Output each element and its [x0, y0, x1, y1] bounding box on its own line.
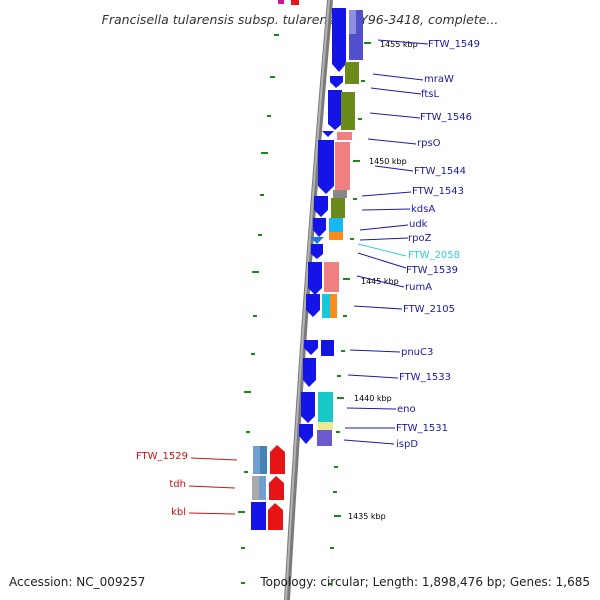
function-box[interactable]: [251, 502, 266, 530]
map-title: Francisella tularensis subsp. tularensis…: [102, 12, 499, 27]
function-box[interactable]: [345, 62, 359, 84]
gene-label[interactable]: FTW_1533: [399, 372, 451, 383]
function-box[interactable]: [259, 476, 266, 500]
gene-arrow[interactable]: [330, 76, 343, 82]
gene-label[interactable]: FTW_1531: [396, 423, 448, 434]
top-partial-feature[interactable]: [278, 0, 284, 4]
function-box[interactable]: [335, 142, 350, 190]
gene-arrow[interactable]: [304, 340, 318, 348]
kbp-marker: 1435 kbp: [348, 512, 386, 521]
gene-arrow-head[interactable]: [310, 237, 324, 244]
gene-arrow-head[interactable]: [269, 476, 284, 483]
gene-arrow-head[interactable]: [306, 310, 320, 317]
function-box[interactable]: [318, 392, 333, 422]
gene-label[interactable]: rpoZ: [408, 233, 432, 244]
gene-label[interactable]: pnuC3: [401, 347, 433, 358]
highlight-label-leader: [357, 243, 407, 257]
gene-arrow[interactable]: [303, 358, 316, 380]
gene-arrow-head[interactable]: [308, 288, 322, 295]
gene-arrow[interactable]: [301, 392, 315, 416]
gene-arrow[interactable]: [308, 262, 322, 288]
gene-arrow-head[interactable]: [318, 186, 334, 194]
gene-arrow-head[interactable]: [303, 380, 316, 387]
gene-arrow-head[interactable]: [314, 210, 328, 217]
gene-label[interactable]: eno: [397, 404, 416, 415]
gene-label[interactable]: ispD: [396, 439, 418, 450]
function-box[interactable]: [330, 294, 337, 318]
function-box[interactable]: [329, 218, 343, 232]
function-box[interactable]: [322, 294, 330, 318]
gene-label[interactable]: FTW_1543: [412, 186, 464, 197]
function-box[interactable]: [349, 10, 356, 34]
gene-arrow[interactable]: [306, 294, 320, 310]
gene-arrow-head[interactable]: [301, 416, 315, 423]
reverse-gene-labels: FTW_1529 tdh kbl: [136, 451, 188, 518]
function-box[interactable]: [318, 422, 333, 430]
kbp-marker: 1455 kbp: [380, 40, 418, 49]
function-box[interactable]: [317, 430, 332, 446]
gene-arrow[interactable]: [314, 196, 328, 210]
gene-arrow[interactable]: [321, 340, 334, 356]
gene-arrow[interactable]: [313, 218, 326, 230]
gene-arrow-head[interactable]: [328, 124, 342, 130]
gene-label[interactable]: FTW_1546: [420, 112, 472, 123]
kbp-marker: 1440 kbp: [354, 394, 392, 403]
forward-gene-track: [299, 8, 346, 444]
forward-label-leaders: [343, 39, 429, 445]
gene-arrow-head[interactable]: [313, 230, 326, 237]
tick-ring-right: [328, 42, 371, 585]
gene-arrow-head[interactable]: [330, 82, 343, 88]
gene-label[interactable]: mraW: [424, 74, 454, 85]
reverse-gene-track: [251, 445, 285, 530]
gene-label[interactable]: FTW_1539: [406, 265, 458, 276]
gene-arrow[interactable]: [270, 452, 285, 474]
gene-arrow[interactable]: [299, 424, 313, 436]
gene-arrow-head[interactable]: [270, 445, 285, 452]
gene-label[interactable]: kdsA: [411, 204, 435, 215]
gene-arrow-head[interactable]: [268, 503, 283, 510]
gene-arrow[interactable]: [311, 244, 323, 254]
gene-arrow[interactable]: [268, 510, 283, 530]
gene-label[interactable]: FTW_1549: [428, 39, 480, 50]
gene-arrow-head[interactable]: [322, 131, 334, 137]
gene-arrow-head[interactable]: [332, 64, 346, 72]
gene-label[interactable]: FTW_2105: [403, 304, 455, 315]
gene-label-highlighted[interactable]: FTW_2058: [408, 250, 460, 261]
gene-label[interactable]: ftsL: [421, 89, 439, 100]
gene-label[interactable]: rumA: [405, 282, 432, 293]
function-box[interactable]: [253, 446, 260, 474]
function-box[interactable]: [324, 262, 339, 292]
gene-label[interactable]: FTW_1529: [136, 451, 188, 462]
function-box[interactable]: [329, 232, 343, 240]
gene-label[interactable]: rpsO: [417, 138, 441, 149]
gene-arrow-head[interactable]: [311, 254, 323, 259]
function-box[interactable]: [333, 190, 347, 198]
tick-ring-left: [238, 34, 279, 584]
genome-backbone-highlight: [285, 0, 330, 600]
gene-arrow[interactable]: [332, 8, 346, 64]
gene-label[interactable]: udk: [409, 219, 428, 230]
gene-label[interactable]: kbl: [171, 507, 186, 518]
function-box[interactable]: [341, 92, 355, 130]
gene-arrow-head[interactable]: [299, 436, 313, 444]
top-partial-feature[interactable]: [291, 0, 299, 5]
reverse-label-leaders: [188, 457, 238, 515]
genome-summary-text: Topology: circular; Length: 1,898,476 bp…: [259, 575, 590, 589]
gene-arrow[interactable]: [318, 140, 334, 186]
accession-text: Accession: NC_009257: [9, 575, 145, 589]
gene-arrow-head[interactable]: [304, 348, 318, 355]
forward-function-track: [317, 10, 363, 446]
function-box[interactable]: [331, 198, 345, 218]
gene-label[interactable]: FTW_1544: [414, 166, 466, 177]
kbp-marker: 1450 kbp: [369, 157, 407, 166]
gene-arrow[interactable]: [269, 483, 284, 500]
function-box[interactable]: [337, 132, 352, 140]
forward-gene-labels: FTW_1549 mraW ftsL FTW_1546 rpsO FTW_154…: [396, 39, 480, 450]
gene-arrow[interactable]: [328, 90, 342, 124]
gene-label[interactable]: tdh: [169, 479, 186, 490]
